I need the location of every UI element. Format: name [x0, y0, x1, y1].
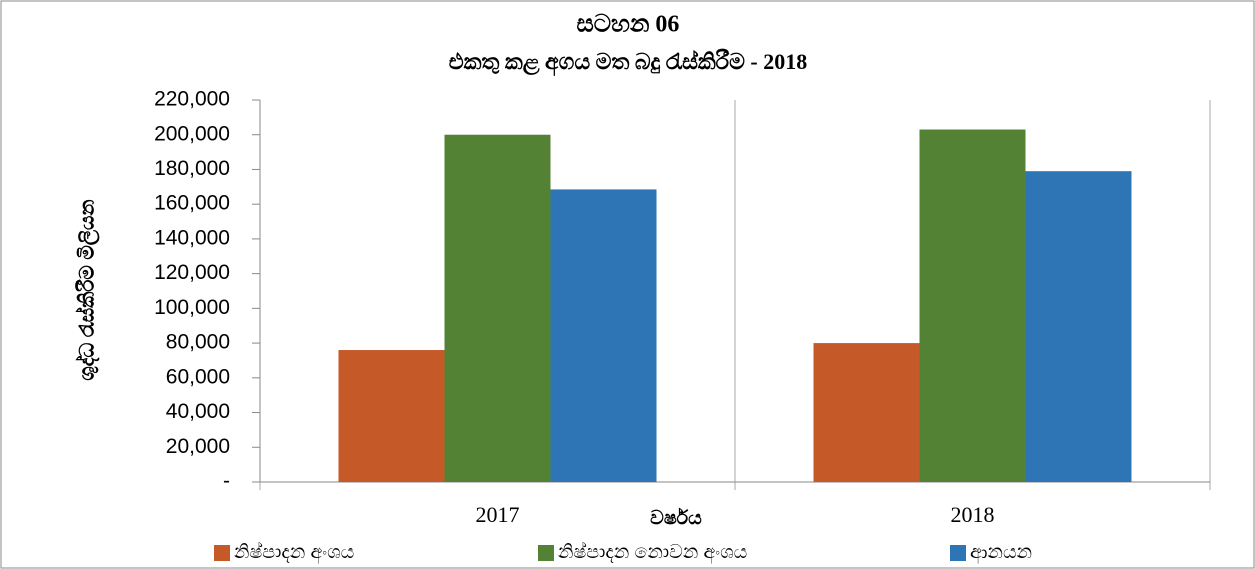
bar	[444, 134, 551, 482]
legend-swatch	[538, 545, 554, 561]
legend-label: නිෂ්පාදන අංශය	[234, 541, 354, 564]
legend-label: නිෂ්පාදන නොවන අංශය	[558, 541, 747, 564]
y-tick-label: 80,000	[166, 331, 230, 354]
y-tick-label: 140,000	[154, 226, 230, 249]
x-tick-label: 2017	[476, 502, 520, 527]
bar	[919, 129, 1026, 482]
y-tick-label: 60,000	[166, 365, 230, 388]
legend-swatch	[214, 545, 230, 561]
chart-subtitle: එකතු කළ අගය මත බදු රැස්කිරීම - 2018	[449, 48, 807, 76]
bar	[338, 350, 445, 482]
y-tick-label: 20,000	[166, 435, 230, 458]
bar	[813, 343, 920, 482]
legend-swatch	[950, 545, 966, 561]
y-axis-label: ශුද්ධ රැස්කිරීම මිලියන	[74, 199, 100, 380]
chart-title: සටහන 06	[577, 12, 680, 38]
x-axis-label: වර්ෂය	[650, 507, 702, 529]
y-tick-label: 220,000	[154, 88, 230, 111]
legend-label: ආනයන	[970, 542, 1032, 564]
y-tick-label: 200,000	[154, 122, 230, 145]
x-tick-label: 2018	[951, 502, 995, 527]
y-tick-label: -	[223, 470, 230, 493]
y-tick-label: 120,000	[154, 261, 230, 284]
y-tick-label: 100,000	[154, 296, 230, 319]
y-tick-label: 180,000	[154, 157, 230, 180]
y-tick-label: 160,000	[154, 192, 230, 215]
y-tick-label: 40,000	[166, 400, 230, 423]
bar	[550, 189, 657, 482]
bar	[1025, 171, 1132, 482]
